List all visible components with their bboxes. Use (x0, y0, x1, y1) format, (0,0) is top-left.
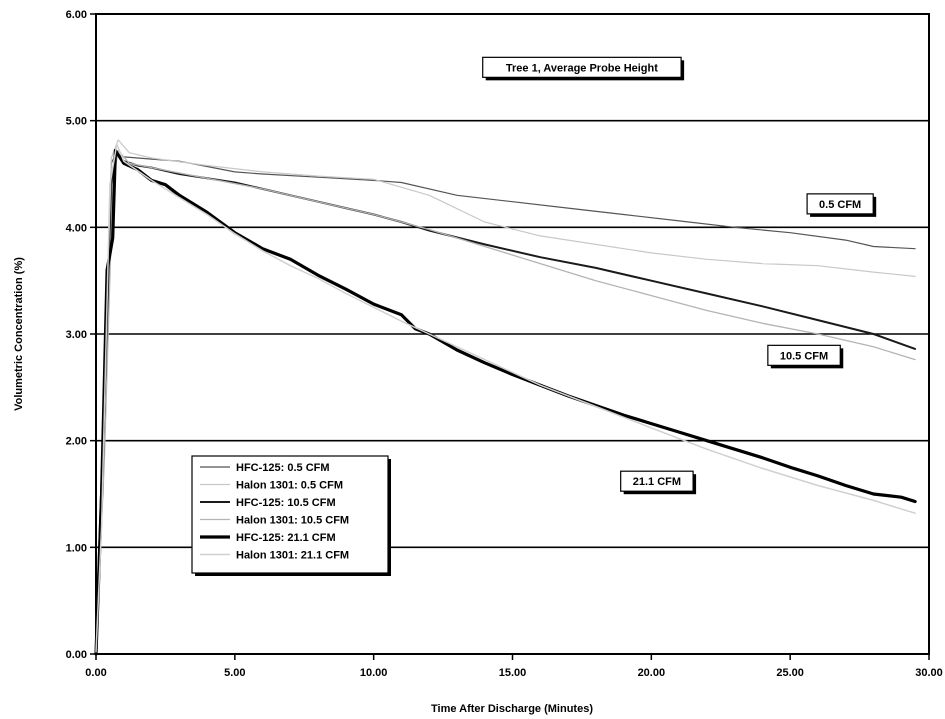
y-tick-label: 4.00 (66, 222, 87, 234)
x-tick-label: 20.00 (638, 667, 666, 679)
annotation-label: 0.5 CFM (819, 199, 861, 211)
x-axis-ticks: 0.00 5.00 10.00 15.00 20.00 25.00 30.00 (85, 654, 943, 679)
y-tick-label: 1.00 (66, 542, 87, 554)
x-tick-label: 25.00 (776, 667, 804, 679)
y-tick-label: 5.00 (66, 116, 87, 128)
legend-entry: HFC-125: 0.5 CFM (236, 462, 330, 474)
series-line (95, 139, 916, 644)
x-tick-label: 30.00 (915, 667, 943, 679)
annotation-label: 21.1 CFM (633, 476, 681, 488)
y-axis-ticks: 0.00 1.00 2.00 3.00 4.00 5.00 6.00 (66, 9, 96, 661)
legend-entry: HFC-125: 10.5 CFM (236, 497, 336, 509)
annotations: Tree 1, Average Probe Height 0.5 CFM 10.5 … (482, 56, 877, 495)
x-axis-label: Time After Discharge (Minutes) (431, 703, 593, 715)
annotation-label: 10.5 CFM (780, 350, 828, 362)
x-tick-label: 0.00 (85, 667, 106, 679)
series-line (95, 143, 916, 653)
legend-box (191, 455, 389, 574)
x-tick-label: 5.00 (224, 667, 245, 679)
x-tick-label: 10.00 (360, 667, 388, 679)
legend-entry: HFC-125: 21.1 CFM (236, 532, 336, 544)
y-tick-label: 2.00 (66, 436, 87, 448)
legend-entry: Halon 1301: 0.5 CFM (236, 480, 343, 492)
y-tick-label: 6.00 (66, 9, 87, 21)
annotation-box (767, 344, 841, 366)
annotation-label: Tree 1, Average Probe Height (506, 62, 658, 74)
annotation-box (620, 470, 694, 492)
legend: HFC-125: 0.5 CFM Halon 1301: 0.5 CFM HFC-1… (191, 455, 391, 576)
y-tick-label: 3.00 (66, 329, 87, 341)
annotation-box (482, 56, 682, 78)
y-axis-label: Volumetric Concentration (%) (13, 257, 25, 411)
legend-entry: Halon 1301: 10.5 CFM (236, 515, 349, 527)
legend-entry: Halon 1301: 21.1 CFM (236, 550, 349, 562)
series-lines (94, 139, 917, 656)
x-tick-label: 15.00 (499, 667, 527, 679)
annotation-box (806, 193, 874, 215)
y-tick-label: 0.00 (66, 649, 87, 661)
